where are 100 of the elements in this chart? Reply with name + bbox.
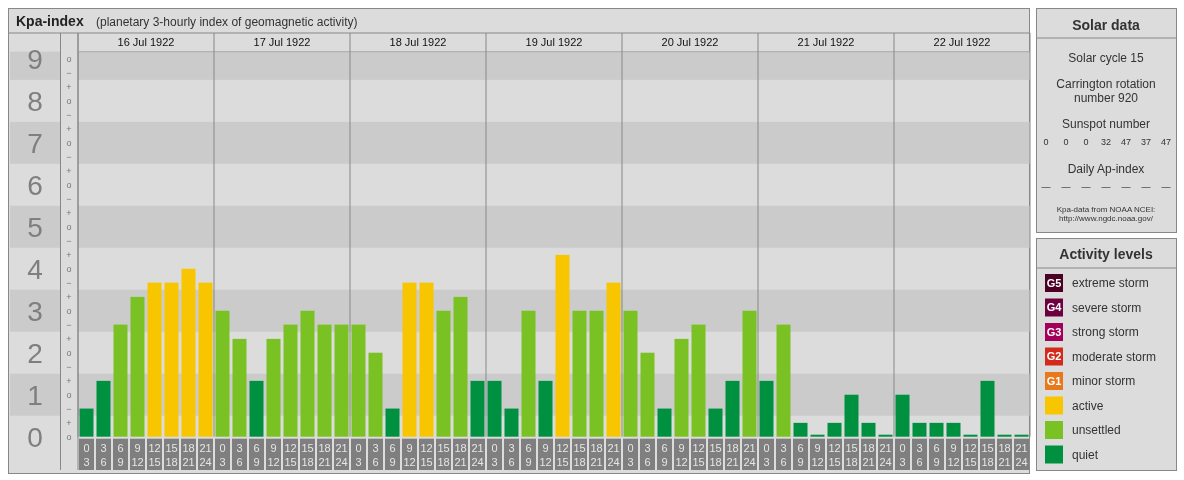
bar	[674, 338, 689, 437]
text: o	[66, 95, 72, 106]
x-tick-label: 15 18	[981, 441, 994, 468]
text: o	[66, 431, 72, 442]
x-tick-label: 0 3	[763, 441, 770, 468]
x-tick-label: 3 6	[644, 441, 651, 468]
text: +	[66, 81, 72, 92]
text: +	[66, 123, 72, 134]
x-tick-label: 21 24	[743, 441, 756, 468]
text: +	[66, 417, 72, 428]
text: +	[66, 333, 72, 344]
x-tick-label: 6 9	[525, 441, 532, 468]
x-tick-label: 6 9	[797, 441, 804, 468]
x-tick-label: 0 3	[491, 441, 498, 468]
x2-tick-label: 18 Jul 1922	[389, 36, 447, 48]
x-tick-label: 9 12	[675, 441, 688, 468]
x-tick-label: 12 15	[420, 441, 433, 468]
text: — — — — — — —	[1041, 182, 1171, 192]
legend-title: Activity levels	[1059, 246, 1153, 262]
bar	[181, 268, 196, 437]
x-tick-label: 3 6	[100, 441, 107, 468]
text: G4	[1046, 301, 1063, 314]
bar	[691, 324, 706, 437]
text: −	[66, 235, 72, 246]
text: −	[66, 403, 72, 414]
x2-tick-label: 16 Jul 1922	[117, 36, 175, 48]
bar	[402, 282, 417, 437]
bar	[708, 408, 723, 437]
text: +	[66, 249, 72, 260]
legend-label: quiet	[1072, 447, 1099, 462]
y-tick-label: 3	[27, 295, 43, 327]
x-tick-label: 21 24	[335, 441, 348, 468]
text: +	[66, 375, 72, 386]
x-tick-label: 21 24	[879, 441, 892, 468]
bar	[538, 380, 553, 437]
bar	[1014, 434, 1029, 437]
text: −	[66, 361, 72, 372]
y-tick-label: 1	[27, 379, 43, 411]
bar	[946, 422, 961, 437]
bar	[130, 296, 145, 437]
bar	[334, 324, 349, 437]
x-tick-label: 18 21	[726, 441, 739, 468]
chart-title: Kpa-index	[16, 13, 84, 29]
x-tick-label: 0 3	[899, 441, 906, 468]
x2-tick-label: 19 Jul 1922	[525, 36, 583, 48]
x-tick-label: 12 15	[692, 441, 705, 468]
x-tick-label: 21 24	[199, 441, 212, 468]
bar	[317, 324, 332, 437]
text: −	[66, 151, 72, 162]
text: −	[66, 319, 72, 330]
x-tick-label: 6 9	[661, 441, 668, 468]
legend-label: severe storm	[1072, 300, 1142, 315]
text: −	[66, 109, 72, 120]
bar	[436, 310, 451, 437]
text: o	[66, 137, 72, 148]
text: G5	[1046, 276, 1062, 289]
x-tick-label: 9 12	[947, 441, 960, 468]
text: Solar data	[1072, 17, 1141, 33]
y-tick-label: 2	[27, 337, 43, 369]
text: o	[66, 305, 72, 316]
x-tick-label: 6 9	[933, 441, 940, 468]
y-tick-label: 5	[27, 211, 43, 243]
x-tick-label: 18 21	[318, 441, 331, 468]
x-tick-label: 3 6	[508, 441, 515, 468]
x-tick-label: 15 18	[437, 441, 450, 468]
bar	[419, 282, 434, 437]
x-tick-label: 3 6	[780, 441, 787, 468]
text: Daily Ap-index	[1067, 162, 1145, 176]
x-tick-label: 9 12	[131, 441, 144, 468]
text: −	[66, 277, 72, 288]
text: +	[66, 207, 72, 218]
y-tick-label: 4	[27, 253, 43, 285]
x-tick-label: 15 18	[165, 441, 178, 468]
bar	[283, 324, 298, 437]
text: o	[66, 53, 72, 64]
x-tick-label: 6 9	[117, 441, 124, 468]
x-tick-label: 9 12	[403, 441, 416, 468]
x-tick-label: 9 12	[539, 441, 552, 468]
bar	[963, 434, 978, 437]
x-tick-label: 9 12	[267, 441, 280, 468]
bar	[147, 282, 162, 437]
x-tick-label: 15 18	[573, 441, 586, 468]
x-tick-label: 0 3	[355, 441, 362, 468]
x-tick-label: 21 24	[607, 441, 620, 468]
x-tick-label: 21 24	[1015, 441, 1028, 468]
legend-label: minor storm	[1072, 374, 1136, 389]
x-tick-label: 9 12	[811, 441, 824, 468]
text: o	[66, 389, 72, 400]
text: o	[66, 179, 72, 190]
x-tick-label: 15 18	[301, 441, 314, 468]
x2-tick-label: 21 Jul 1922	[797, 36, 855, 48]
text: Carrington rotation number 920	[1056, 77, 1156, 105]
chart-subtitle: (planetary 3-hourly index of geomagnetic activity)	[96, 15, 358, 29]
x-tick-label: 3 6	[916, 441, 923, 468]
bar	[827, 422, 842, 437]
text: −	[66, 67, 72, 78]
x-tick-label: 18 21	[862, 441, 875, 468]
bar	[980, 380, 995, 437]
text: +	[66, 165, 72, 176]
y-tick-label: 8	[27, 85, 43, 117]
